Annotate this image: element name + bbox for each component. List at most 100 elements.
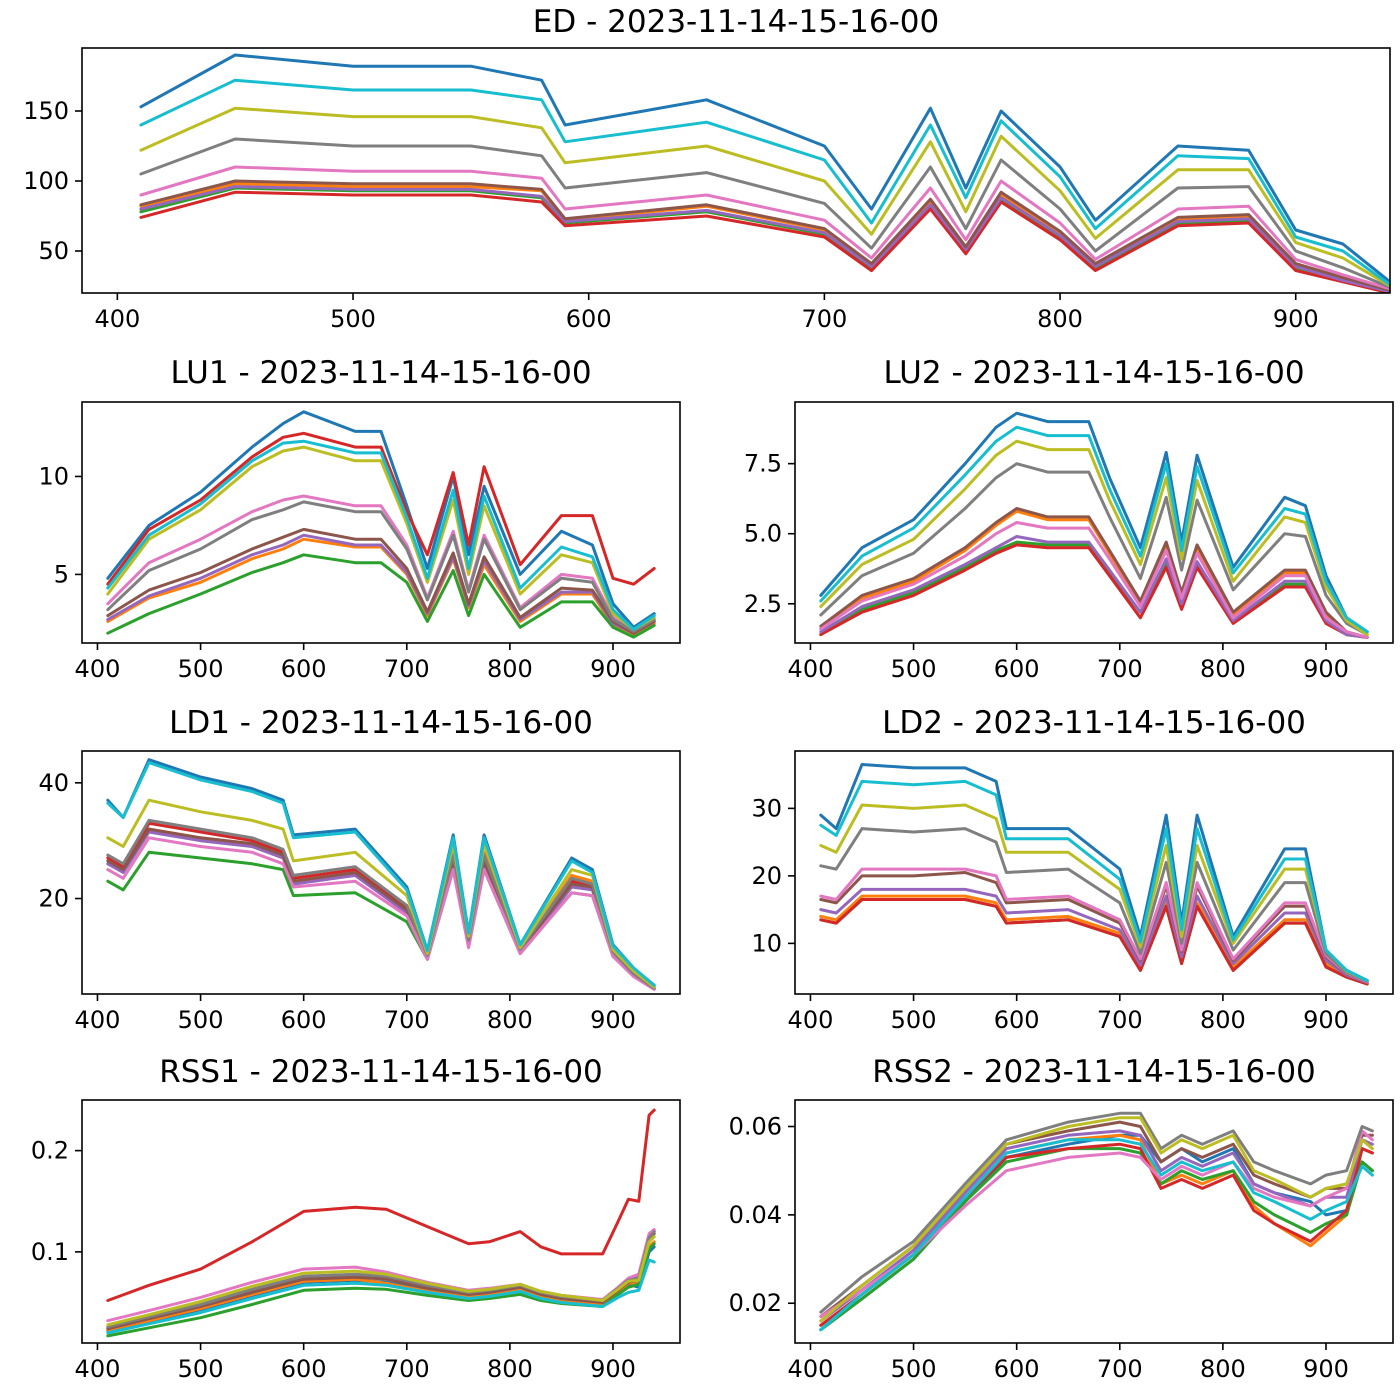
- series-line-0: [139, 53, 1390, 284]
- series-line-7: [819, 827, 1369, 983]
- y-tick-label: 20: [38, 885, 69, 913]
- x-tick-label: 900: [1303, 655, 1349, 683]
- series-line-8: [106, 445, 656, 631]
- x-tick-label: 800: [1037, 305, 1083, 333]
- x-tick-label: 800: [1200, 655, 1246, 683]
- series-line-5: [819, 507, 1369, 639]
- chart-title: LD1 - 2023-11-14-15-16-00: [169, 705, 593, 741]
- x-tick-label: 700: [384, 655, 430, 683]
- y-tick-label: 0.2: [31, 1137, 69, 1165]
- x-tick-label: 400: [788, 1006, 834, 1034]
- series-line-9: [139, 78, 1390, 287]
- series-lines: [819, 411, 1369, 639]
- x-tick-label: 600: [994, 1006, 1040, 1034]
- y-tick-label: 150: [23, 97, 69, 125]
- series-line-3: [819, 543, 1369, 639]
- x-tick-label: 900: [1303, 1355, 1349, 1383]
- x-tick-label: 700: [1097, 1006, 1143, 1034]
- series-line-4: [819, 535, 1369, 639]
- chart-ld1: LD1 - 2023-11-14-15-16-00 400 500 600 700 80…: [38, 705, 681, 1034]
- y-tick-label: 40: [38, 769, 69, 797]
- chart-ld2: LD2 - 2023-11-14-15-16-00 400 500 600 700 80…: [751, 705, 1394, 1034]
- x-tick-label: 900: [1303, 1006, 1349, 1034]
- series-line-3: [106, 431, 656, 586]
- series-line-6: [106, 836, 656, 991]
- x-tick-label: 900: [1273, 305, 1319, 333]
- x-tick-label: 800: [487, 1355, 533, 1383]
- plot-frame: [81, 401, 681, 644]
- x-tick-label: 500: [891, 1006, 937, 1034]
- series-line-1: [139, 182, 1390, 292]
- series-line-4: [819, 1129, 1374, 1323]
- plot-frame: [81, 750, 681, 995]
- x-tick-label: 900: [590, 1006, 636, 1034]
- series-line-2: [106, 553, 656, 639]
- y-tick-label: 7.5: [744, 450, 782, 478]
- series-lines: [819, 1111, 1374, 1332]
- series-line-5: [139, 179, 1390, 292]
- plot-frame: [794, 1099, 1394, 1344]
- series-line-4: [819, 887, 1369, 984]
- series-line-6: [819, 867, 1369, 984]
- y-tick-label: 5.0: [744, 520, 782, 548]
- series-line-4: [139, 185, 1390, 293]
- x-tick-label: 500: [178, 655, 224, 683]
- plot-frame: [794, 750, 1394, 995]
- series-lines: [106, 1108, 656, 1338]
- x-tick-label: 600: [994, 1355, 1040, 1383]
- series-line-9: [819, 425, 1369, 634]
- x-tick-label: 700: [801, 305, 847, 333]
- x-tick-label: 500: [891, 655, 937, 683]
- y-tick-label: 10: [38, 462, 69, 490]
- series-line-7: [819, 462, 1369, 637]
- x-tick-label: 700: [384, 1355, 430, 1383]
- series-lines: [106, 410, 656, 639]
- series-line-3: [139, 190, 1390, 293]
- chart-ed: ED - 2023-11-14-15-16-00 400 500 600 700 800…: [23, 4, 1391, 333]
- chart-rss1: RSS1 - 2023-11-14-15-16-00 400 500 600 700 8…: [31, 1054, 681, 1383]
- series-line-7: [819, 1111, 1374, 1314]
- series-line-2: [106, 1242, 656, 1338]
- series-line-9: [106, 761, 656, 987]
- series-line-3: [106, 1108, 656, 1302]
- chart-lu2: LU2 - 2023-11-14-15-16-00 400 500 600 700 80…: [744, 355, 1394, 683]
- x-tick-label: 600: [566, 305, 612, 333]
- y-tick-label: 100: [23, 167, 69, 195]
- series-line-8: [819, 439, 1369, 637]
- series-lines: [819, 763, 1369, 986]
- series-line-8: [106, 1235, 656, 1327]
- series-line-0: [106, 410, 656, 629]
- series-line-6: [819, 1129, 1374, 1318]
- y-tick-label: 0.1: [31, 1238, 69, 1266]
- chart-rss2: RSS2 - 2023-11-14-15-16-00 400 500 600 700 8…: [729, 1054, 1394, 1383]
- x-tick-label: 600: [994, 655, 1040, 683]
- x-tick-label: 400: [788, 655, 834, 683]
- x-tick-label: 500: [891, 1355, 937, 1383]
- series-line-2: [139, 186, 1390, 293]
- series-line-5: [819, 1120, 1374, 1318]
- series-line-6: [139, 165, 1390, 291]
- y-tick-label: 0.02: [729, 1289, 782, 1317]
- y-tick-label: 5: [54, 560, 69, 588]
- plot-frame: [81, 47, 1391, 294]
- x-tick-label: 500: [178, 1006, 224, 1034]
- x-tick-label: 400: [75, 655, 121, 683]
- x-tick-label: 800: [1200, 1355, 1246, 1383]
- series-line-9: [819, 1138, 1374, 1332]
- x-tick-label: 500: [330, 305, 376, 333]
- series-line-7: [106, 500, 656, 633]
- series-line-9: [106, 1258, 656, 1335]
- series-line-0: [819, 411, 1369, 634]
- chart-title: LU2 - 2023-11-14-15-16-00: [883, 355, 1304, 391]
- chart-title: RSS1 - 2023-11-14-15-16-00: [159, 1054, 603, 1090]
- y-tick-label: 0.04: [729, 1201, 782, 1229]
- chart-title: LD2 - 2023-11-14-15-16-00: [882, 705, 1306, 741]
- series-lines: [139, 53, 1390, 293]
- y-tick-label: 10: [751, 929, 782, 957]
- chart-title: RSS2 - 2023-11-14-15-16-00: [872, 1054, 1316, 1090]
- x-tick-label: 400: [75, 1006, 121, 1034]
- y-tick-label: 20: [751, 862, 782, 890]
- chart-title: LU1 - 2023-11-14-15-16-00: [170, 355, 591, 391]
- plot-frame: [81, 1099, 681, 1344]
